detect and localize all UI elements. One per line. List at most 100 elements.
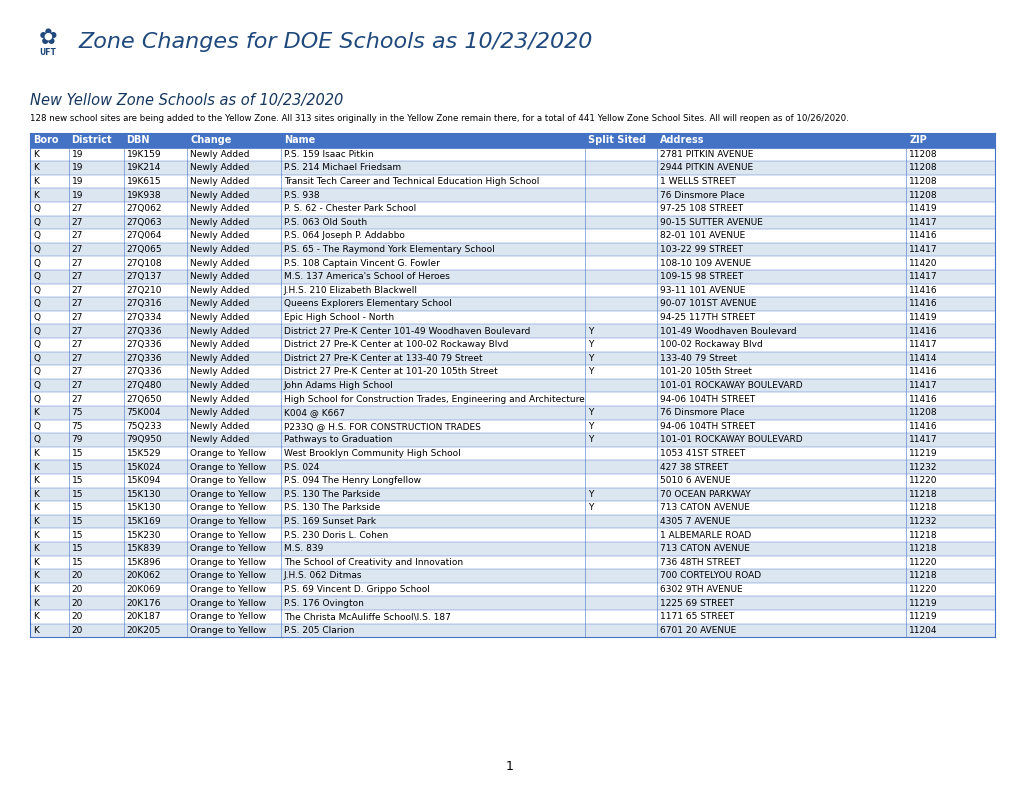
Text: 20: 20 (71, 626, 83, 635)
Text: Q: Q (33, 245, 40, 254)
Bar (30, 582, 994, 597)
Text: 70 OCEAN PARKWAY: 70 OCEAN PARKWAY (659, 490, 750, 499)
Text: Y: Y (587, 504, 593, 512)
Text: 19K159: 19K159 (126, 150, 161, 159)
Text: Orange to Yellow: Orange to Yellow (191, 558, 266, 567)
Text: 101-20 105th Street: 101-20 105th Street (659, 367, 752, 377)
Text: 75K004: 75K004 (126, 408, 161, 417)
Text: Epic High School - North: Epic High School - North (283, 313, 393, 322)
Text: 11417: 11417 (908, 381, 936, 390)
Text: K: K (33, 626, 39, 635)
Text: 19: 19 (71, 177, 83, 186)
Text: 15: 15 (71, 545, 83, 553)
Text: 11220: 11220 (908, 585, 936, 594)
Text: Newly Added: Newly Added (191, 354, 250, 362)
Text: Newly Added: Newly Added (191, 272, 250, 281)
Text: 27Q336: 27Q336 (126, 367, 162, 377)
Text: Y: Y (587, 408, 593, 417)
Text: 20K205: 20K205 (126, 626, 161, 635)
Bar (30, 488, 994, 501)
Text: 133-40 79 Street: 133-40 79 Street (659, 354, 737, 362)
Bar (30, 542, 994, 556)
Text: 27Q336: 27Q336 (126, 326, 162, 336)
Text: Newly Added: Newly Added (191, 436, 250, 444)
Text: 27Q650: 27Q650 (126, 395, 162, 403)
Text: 27Q065: 27Q065 (126, 245, 162, 254)
Text: 11416: 11416 (908, 367, 936, 377)
Text: Address: Address (659, 136, 704, 145)
Text: 27Q108: 27Q108 (126, 258, 162, 268)
Text: 27Q480: 27Q480 (126, 381, 162, 390)
Text: The Christa McAuliffe School\I.S. 187: The Christa McAuliffe School\I.S. 187 (283, 612, 450, 621)
Text: 27: 27 (71, 367, 83, 377)
Text: Newly Added: Newly Added (191, 395, 250, 403)
Text: District 27 Pre-K Center at 101-20 105th Street: District 27 Pre-K Center at 101-20 105th… (283, 367, 497, 377)
Text: K: K (33, 585, 39, 594)
Bar (30, 297, 994, 310)
Text: 11208: 11208 (908, 191, 936, 199)
Text: 76 Dinsmore Place: 76 Dinsmore Place (659, 408, 744, 417)
Text: 2781 PITKIN AVENUE: 2781 PITKIN AVENUE (659, 150, 753, 159)
Text: P.S. 064 Joseph P. Addabbo: P.S. 064 Joseph P. Addabbo (283, 232, 405, 240)
Bar (30, 569, 994, 582)
Text: 27: 27 (71, 326, 83, 336)
Text: K: K (33, 490, 39, 499)
Text: P. S. 62 - Chester Park School: P. S. 62 - Chester Park School (283, 204, 416, 214)
Text: 1: 1 (505, 760, 514, 772)
Text: K: K (33, 517, 39, 526)
Text: 11417: 11417 (908, 245, 936, 254)
Bar (30, 243, 994, 256)
Bar (30, 270, 994, 284)
Text: 27: 27 (71, 340, 83, 349)
Text: Newly Added: Newly Added (191, 367, 250, 377)
Bar (30, 161, 994, 175)
Text: 736 48TH STREET: 736 48TH STREET (659, 558, 740, 567)
Text: K: K (33, 558, 39, 567)
Text: 75: 75 (71, 408, 83, 417)
Bar (30, 284, 994, 297)
Bar (30, 188, 994, 202)
Text: 15: 15 (71, 558, 83, 567)
Text: 20K176: 20K176 (126, 599, 161, 608)
Text: 75: 75 (71, 422, 83, 431)
Text: 27: 27 (71, 395, 83, 403)
Text: Transit Tech Career and Technical Education High School: Transit Tech Career and Technical Educat… (283, 177, 539, 186)
Text: Orange to Yellow: Orange to Yellow (191, 504, 266, 512)
Text: 11416: 11416 (908, 326, 936, 336)
Text: P.S. 205 Clarion: P.S. 205 Clarion (283, 626, 354, 635)
Text: West Brooklyn Community High School: West Brooklyn Community High School (283, 449, 461, 458)
Text: P233Q @ H.S. FOR CONSTRUCTION TRADES: P233Q @ H.S. FOR CONSTRUCTION TRADES (283, 422, 480, 431)
Text: 82-01 101 AVENUE: 82-01 101 AVENUE (659, 232, 745, 240)
Text: Boro: Boro (33, 136, 58, 145)
Text: 27Q137: 27Q137 (126, 272, 162, 281)
Bar (30, 501, 994, 515)
Text: P.S. 69 Vincent D. Grippo School: P.S. 69 Vincent D. Grippo School (283, 585, 429, 594)
Text: J.H.S. 210 Elizabeth Blackwell: J.H.S. 210 Elizabeth Blackwell (283, 286, 418, 295)
Text: 11416: 11416 (908, 286, 936, 295)
Text: 700 CORTELYOU ROAD: 700 CORTELYOU ROAD (659, 571, 760, 581)
Text: 20: 20 (71, 599, 83, 608)
Text: 27: 27 (71, 272, 83, 281)
Text: 19: 19 (71, 191, 83, 199)
Text: Y: Y (587, 354, 593, 362)
Text: Y: Y (587, 490, 593, 499)
Text: 20: 20 (71, 585, 83, 594)
Text: District 27 Pre-K Center at 100-02 Rockaway Blvd: District 27 Pre-K Center at 100-02 Rocka… (283, 340, 507, 349)
Text: Orange to Yellow: Orange to Yellow (191, 530, 266, 540)
Text: Split Sited: Split Sited (587, 136, 645, 145)
Text: 15K094: 15K094 (126, 476, 161, 485)
Text: Q: Q (33, 367, 40, 377)
Text: 713 CATON AVENUE: 713 CATON AVENUE (659, 545, 749, 553)
Bar (30, 623, 994, 637)
Text: 11416: 11416 (908, 395, 936, 403)
Bar (30, 447, 994, 460)
Text: 1171 65 STREET: 1171 65 STREET (659, 612, 734, 621)
Text: Y: Y (587, 340, 593, 349)
Text: 27: 27 (71, 232, 83, 240)
Text: 100-02 Rockaway Blvd: 100-02 Rockaway Blvd (659, 340, 762, 349)
Text: Orange to Yellow: Orange to Yellow (191, 476, 266, 485)
Text: P.S. 063 Old South: P.S. 063 Old South (283, 217, 367, 227)
Text: 11416: 11416 (908, 299, 936, 308)
Text: 27: 27 (71, 204, 83, 214)
Text: 19K214: 19K214 (126, 163, 161, 173)
